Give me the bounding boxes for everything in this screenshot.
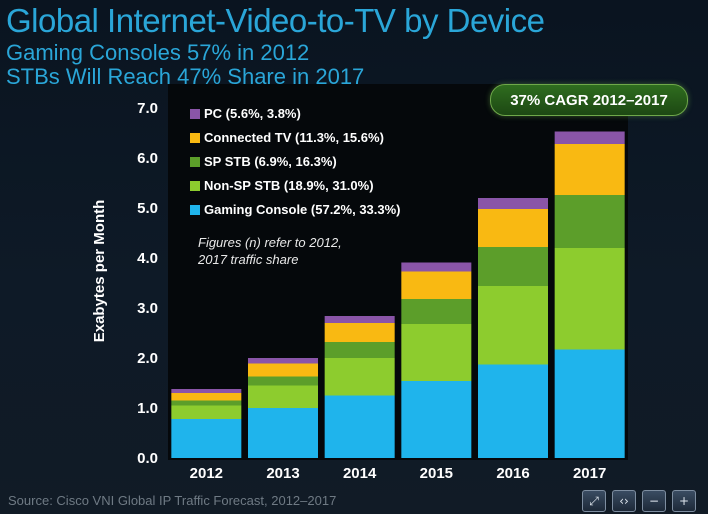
page-title: Global Internet-Video-to-TV by Device [6, 2, 545, 39]
bar-segment [478, 198, 548, 209]
bar-segment [171, 393, 242, 401]
bar-segment [554, 195, 625, 248]
y-tick-label: 5.0 [137, 200, 158, 217]
x-tick-label: 2017 [573, 465, 606, 482]
fit-screen-icon[interactable]: ⤢ [582, 490, 606, 512]
subtitle-line-1: Gaming Consoles 57% in 2012 [6, 40, 310, 65]
bar-segment [171, 419, 242, 458]
y-tick-label: 0.0 [137, 450, 158, 467]
bar-segment [478, 209, 548, 247]
y-tick-label: 2.0 [137, 350, 158, 367]
slide-navigation: ⤢ ‹› − + [582, 490, 696, 512]
y-tick-label: 7.0 [137, 100, 158, 117]
source-note: Source: Cisco VNI Global IP Traffic Fore… [8, 493, 337, 508]
bar-segment [248, 363, 318, 377]
legend-entry: Non-SP STB (18.9%, 31.0%) [204, 178, 374, 193]
bar-segment [478, 364, 548, 458]
bar-segment [554, 131, 625, 144]
y-tick-label: 3.0 [137, 300, 158, 317]
bar-segment [554, 248, 625, 350]
bar-segment [324, 342, 395, 358]
bar-segment [171, 405, 242, 419]
plot-background [168, 84, 628, 460]
zoom-in-icon[interactable]: + [672, 490, 696, 512]
legend-entry: SP STB (6.9%, 16.3%) [204, 154, 337, 169]
cagr-badge: 37% CAGR 2012–2017 [490, 84, 688, 116]
bar-segment [401, 299, 472, 324]
legend-entry: PC (5.6%, 3.8%) [204, 106, 301, 121]
legend-swatch [190, 109, 200, 119]
bar-segment [401, 262, 472, 272]
x-tick-label: 2013 [266, 465, 299, 482]
bar-segment [401, 271, 472, 299]
bar-segment [324, 358, 395, 396]
bar-segment [248, 376, 318, 386]
legend-entry: Connected TV (11.3%, 15.6%) [204, 130, 384, 145]
bar-segment [478, 286, 548, 365]
bar-segment [324, 323, 395, 342]
bar-segment [478, 247, 548, 286]
zoom-out-icon[interactable]: − [642, 490, 666, 512]
bar-segment [554, 349, 625, 458]
legend-swatch [190, 133, 200, 143]
bar-segment [554, 144, 625, 195]
y-tick-label: 1.0 [137, 400, 158, 417]
legend-entry: Gaming Console (57.2%, 33.3%) [204, 202, 401, 217]
bar-segment [324, 395, 395, 458]
bar-segment [171, 389, 242, 393]
bar-segment [401, 324, 472, 381]
chart-note: Figures (n) refer to 2012, [198, 235, 342, 250]
y-tick-label: 6.0 [137, 150, 158, 167]
x-tick-label: 2015 [420, 465, 453, 482]
legend-swatch [190, 205, 200, 215]
y-axis-label: Exabytes per Month [91, 200, 108, 343]
x-tick-label: 2012 [190, 465, 223, 482]
bar-segment [248, 358, 318, 364]
y-tick-label: 4.0 [137, 250, 158, 267]
bar-segment [248, 408, 318, 458]
prev-next-icon[interactable]: ‹› [612, 490, 636, 512]
chart-note: 2017 traffic share [197, 252, 298, 267]
bar-segment [171, 400, 242, 406]
legend-swatch [190, 157, 200, 167]
bar-segment [401, 381, 472, 458]
x-tick-label: 2014 [343, 465, 377, 482]
bar-segment [248, 385, 318, 408]
bar-segment [324, 316, 395, 323]
legend-swatch [190, 181, 200, 191]
x-tick-label: 2016 [496, 465, 529, 482]
